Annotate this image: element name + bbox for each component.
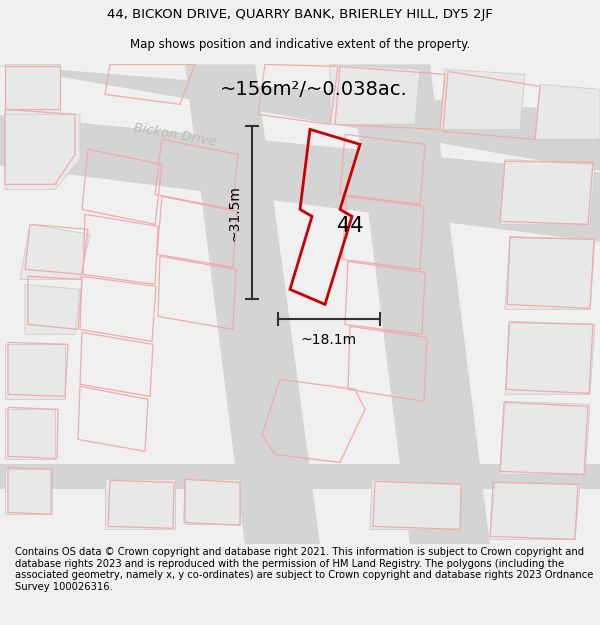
Polygon shape bbox=[5, 469, 50, 514]
Polygon shape bbox=[5, 409, 55, 459]
Polygon shape bbox=[185, 64, 320, 544]
Text: ~156m²/~0.038ac.: ~156m²/~0.038ac. bbox=[220, 80, 408, 99]
Polygon shape bbox=[20, 224, 90, 279]
Text: Map shows position and indicative extent of the property.: Map shows position and indicative extent… bbox=[130, 38, 470, 51]
Polygon shape bbox=[0, 64, 600, 174]
Text: ~31.5m: ~31.5m bbox=[228, 185, 242, 241]
Text: Bickon Drive: Bickon Drive bbox=[133, 121, 217, 148]
Text: 44: 44 bbox=[337, 216, 363, 236]
Polygon shape bbox=[505, 321, 595, 394]
Text: Contains OS data © Crown copyright and database right 2021. This information is : Contains OS data © Crown copyright and d… bbox=[15, 548, 593, 592]
Polygon shape bbox=[350, 64, 490, 544]
Polygon shape bbox=[535, 84, 600, 139]
Text: 44, BICKON DRIVE, QUARRY BANK, BRIERLEY HILL, DY5 2JF: 44, BICKON DRIVE, QUARRY BANK, BRIERLEY … bbox=[107, 8, 493, 21]
Polygon shape bbox=[440, 69, 525, 129]
Polygon shape bbox=[0, 464, 600, 489]
Polygon shape bbox=[490, 481, 580, 539]
Polygon shape bbox=[5, 64, 60, 114]
Polygon shape bbox=[330, 64, 420, 124]
Polygon shape bbox=[5, 344, 65, 399]
Polygon shape bbox=[185, 479, 240, 524]
Text: ~18.1m: ~18.1m bbox=[301, 333, 357, 348]
Polygon shape bbox=[370, 479, 462, 529]
Polygon shape bbox=[500, 401, 590, 474]
Polygon shape bbox=[105, 479, 175, 529]
Polygon shape bbox=[500, 159, 595, 224]
Polygon shape bbox=[0, 114, 600, 244]
Polygon shape bbox=[5, 114, 80, 189]
Polygon shape bbox=[505, 236, 595, 309]
Polygon shape bbox=[25, 284, 80, 334]
